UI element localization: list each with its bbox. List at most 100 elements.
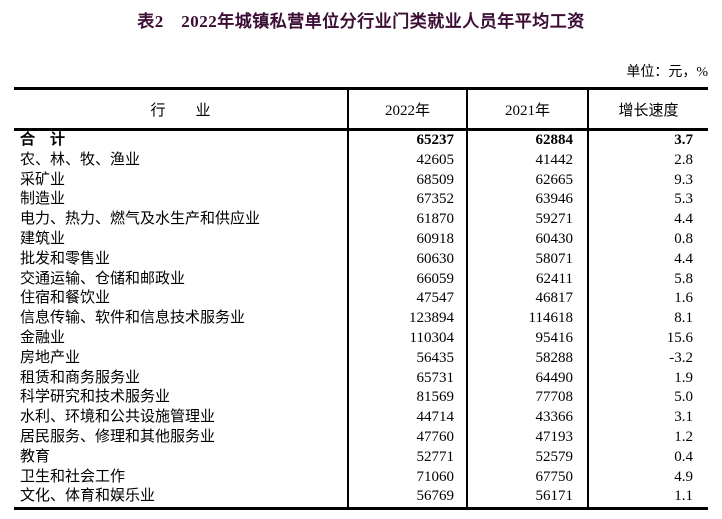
- value-2021-cell: 58288: [466, 348, 588, 369]
- growth-cell: 2.8: [587, 150, 708, 171]
- value-2022-cell: 66059: [347, 269, 467, 290]
- col-header-growth: 增长速度: [587, 87, 708, 131]
- value-2021-cell: 64490: [466, 368, 588, 389]
- growth-cell: 4.4: [587, 249, 708, 270]
- unit-note: 单位：元，%: [626, 65, 708, 80]
- industry-cell: 居民服务、修理和其他服务业: [20, 428, 216, 445]
- table-row: 住宿和餐饮业 47547 46817 1.6: [14, 289, 708, 310]
- table-row: 电力、热力、燃气及水生产和供应业 61870 59271 4.4: [14, 210, 708, 230]
- table-row: 租赁和商务服务业 65731 64490 1.9: [14, 368, 708, 389]
- industry-cell: 租赁和商务服务业: [20, 369, 141, 386]
- growth-cell: 1.1: [587, 487, 708, 511]
- wage-table: 行 业 2022年 2021年 增长速度 合 计 65237 62884 3.7 农、林…: [14, 87, 708, 511]
- industry-cell: 信息传输、软件和信息技术服务业: [20, 310, 246, 327]
- growth-cell: 1.6: [587, 289, 708, 310]
- col-header-2021: 2021年: [466, 87, 588, 131]
- value-2022-cell: 60918: [347, 229, 467, 250]
- value-2021-cell: 52579: [466, 447, 588, 468]
- growth-cell: 1.9: [587, 368, 708, 389]
- growth-cell: 8.1: [587, 309, 708, 329]
- table-title: 表2 2022年城镇私营单位分行业门类就业人员年平均工资: [137, 12, 585, 31]
- value-2021-cell: 62665: [466, 170, 588, 191]
- industry-cell: 农、林、牧、渔业: [20, 151, 141, 168]
- table-row: 教育 52771 52579 0.4: [14, 447, 708, 468]
- table-row: 房地产业 56435 58288 -3.2: [14, 348, 708, 369]
- table-row: 金融业 110304 95416 15.6: [14, 328, 708, 349]
- table-row: 文化、体育和娱乐业 56769 56171 1.1: [14, 487, 708, 511]
- value-2021-cell: 41442: [466, 150, 588, 171]
- value-2022-cell: 65237: [347, 129, 467, 151]
- value-2022-cell: 56769: [347, 487, 467, 511]
- value-2021-cell: 77708: [466, 388, 588, 409]
- growth-cell: 5.8: [587, 269, 708, 290]
- table-row: 建筑业 60918 60430 0.8: [14, 229, 708, 250]
- value-2021-cell: 63946: [466, 190, 588, 211]
- industry-cell: 住宿和餐饮业: [20, 290, 111, 307]
- table-body: 合 计 65237 62884 3.7 农、林、牧、渔业 42605 41442 2.8 采矿业…: [14, 129, 708, 511]
- industry-cell: 文化、体育和娱乐业: [14, 487, 348, 511]
- growth-cell: 3.1: [587, 408, 708, 428]
- growth-cell: 15.6: [587, 328, 708, 349]
- table-header: 行 业 2022年 2021年 增长速度: [14, 87, 708, 131]
- value-2022-cell: 47547: [347, 289, 467, 310]
- growth-cell: 1.2: [587, 427, 708, 448]
- growth-cell: 0.8: [587, 229, 708, 250]
- table-row: 科学研究和技术服务业 81569 77708 5.0: [14, 388, 708, 409]
- value-2021-cell: 67750: [466, 467, 588, 488]
- table-row: 合 计 65237 62884 3.7: [14, 129, 708, 151]
- value-2022-cell: 68509: [347, 170, 467, 191]
- value-2021-cell: 56171: [466, 487, 588, 511]
- industry-cell: 房地产业: [20, 349, 81, 366]
- industry-cell: 水利、环境和公共设施管理业: [20, 409, 216, 426]
- table-row: 水利、环境和公共设施管理业 44714 43366 3.1: [14, 408, 708, 428]
- value-2022-cell: 47760: [347, 427, 467, 448]
- growth-cell: 0.4: [587, 447, 708, 468]
- header-row: 行 业 2022年 2021年 增长速度: [14, 87, 708, 131]
- value-2022-cell: 42605: [347, 150, 467, 171]
- value-2022-cell: 56435: [347, 348, 467, 369]
- value-2021-cell: 47193: [466, 427, 588, 448]
- value-2022-cell: 110304: [347, 328, 467, 349]
- industry-cell: 合 计: [20, 132, 66, 148]
- value-2022-cell: 60630: [347, 249, 467, 270]
- table-row: 批发和零售业 60630 58071 4.4: [14, 249, 708, 270]
- table-row: 卫生和社会工作 71060 67750 4.9: [14, 467, 708, 488]
- industry-cell: 建筑业: [20, 230, 66, 247]
- col-header-2022: 2022年: [347, 87, 467, 131]
- industry-cell: 电力、热力、燃气及水生产和供应业: [20, 211, 261, 228]
- value-2022-cell: 81569: [347, 388, 467, 409]
- value-2022-cell: 71060: [347, 467, 467, 488]
- table-row: 农、林、牧、渔业 42605 41442 2.8: [14, 150, 708, 171]
- industry-cell: 卫生和社会工作: [20, 468, 126, 485]
- industry-cell: 采矿业: [20, 171, 66, 188]
- growth-cell: 3.7: [587, 129, 708, 151]
- growth-cell: 5.0: [587, 388, 708, 409]
- value-2022-cell: 52771: [347, 447, 467, 468]
- growth-cell: 4.9: [587, 467, 708, 488]
- value-2022-cell: 61870: [347, 210, 467, 230]
- table-row: 制造业 67352 63946 5.3: [14, 190, 708, 211]
- value-2022-cell: 65731: [347, 368, 467, 389]
- industry-cell: 金融业: [20, 329, 66, 346]
- value-2021-cell: 59271: [466, 210, 588, 230]
- value-2022-cell: 123894: [347, 309, 467, 329]
- industry-cell: 制造业: [20, 191, 66, 208]
- growth-cell: 4.4: [587, 210, 708, 230]
- table-row: 交通运输、仓储和邮政业 66059 62411 5.8: [14, 269, 708, 290]
- wage-table-container: 行 业 2022年 2021年 增长速度 合 计 65237 62884 3.7 农、林…: [14, 87, 708, 511]
- value-2021-cell: 95416: [466, 328, 588, 349]
- table-row: 信息传输、软件和信息技术服务业 123894 114618 8.1: [14, 309, 708, 329]
- col-header-industry: 行 业: [14, 87, 348, 131]
- growth-cell: 5.3: [587, 190, 708, 211]
- industry-cell: 科学研究和技术服务业: [20, 389, 171, 406]
- industry-cell: 教育: [20, 448, 51, 465]
- value-2022-cell: 67352: [347, 190, 467, 211]
- growth-cell: -3.2: [587, 348, 708, 369]
- growth-cell: 9.3: [587, 170, 708, 191]
- value-2021-cell: 62411: [466, 269, 588, 290]
- industry-cell: 交通运输、仓储和邮政业: [20, 270, 186, 287]
- value-2021-cell: 62884: [466, 129, 588, 151]
- value-2022-cell: 44714: [347, 408, 467, 428]
- industry-cell: 批发和零售业: [20, 250, 111, 267]
- value-2021-cell: 114618: [466, 309, 588, 329]
